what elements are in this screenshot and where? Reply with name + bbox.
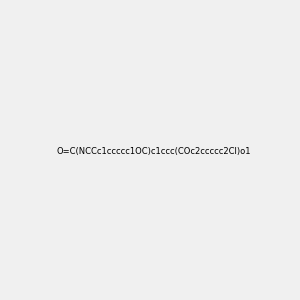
Text: O=C(NCCc1ccccc1OC)c1ccc(COc2ccccc2Cl)o1: O=C(NCCc1ccccc1OC)c1ccc(COc2ccccc2Cl)o1: [56, 147, 251, 156]
